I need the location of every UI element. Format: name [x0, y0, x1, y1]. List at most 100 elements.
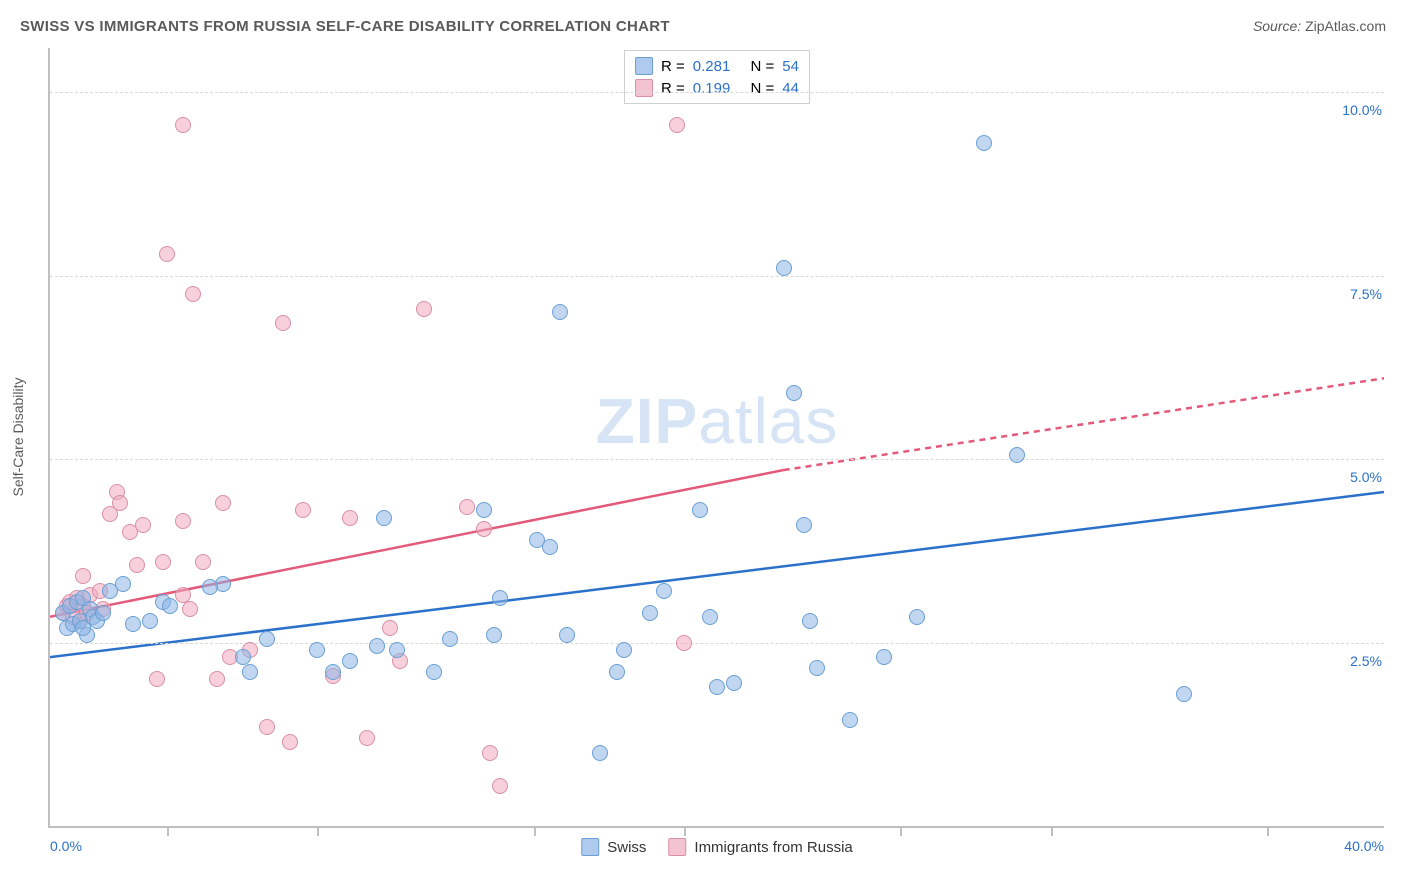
point-series-b [676, 635, 692, 651]
point-series-a [559, 627, 575, 643]
n-value-a: 54 [782, 58, 799, 75]
point-series-a [702, 609, 718, 625]
watermark-bold: ZIP [596, 385, 699, 457]
x-tick [1267, 826, 1269, 836]
legend-item-b: Immigrants from Russia [668, 838, 852, 856]
x-axis-max-label: 40.0% [1344, 838, 1384, 854]
point-series-a [376, 510, 392, 526]
point-series-a [492, 590, 508, 606]
legend-series: Swiss Immigrants from Russia [581, 838, 853, 856]
point-series-b [159, 246, 175, 262]
point-series-b [275, 315, 291, 331]
r-value-b: 0.199 [693, 80, 731, 97]
legend-row-a: R = 0.281 N = 54 [635, 55, 799, 77]
point-series-b [135, 517, 151, 533]
point-series-a [616, 642, 632, 658]
legend-correlations: R = 0.281 N = 54 R = 0.199 N = 44 [624, 50, 810, 104]
y-tick-label: 5.0% [1346, 469, 1386, 485]
point-series-a [142, 613, 158, 629]
legend-label-a: Swiss [607, 839, 646, 856]
point-series-b [669, 117, 685, 133]
y-tick-label: 7.5% [1346, 286, 1386, 302]
point-series-a [642, 605, 658, 621]
point-series-b [359, 730, 375, 746]
point-series-b [75, 568, 91, 584]
point-series-b [459, 499, 475, 515]
x-tick [534, 826, 536, 836]
point-series-b [195, 554, 211, 570]
point-series-a [202, 579, 218, 595]
x-tick [167, 826, 169, 836]
point-series-a [95, 605, 111, 621]
point-series-a [802, 613, 818, 629]
point-series-a [309, 642, 325, 658]
point-series-b [149, 671, 165, 687]
legend-row-b: R = 0.199 N = 44 [635, 77, 799, 99]
point-series-b [175, 587, 191, 603]
point-series-a [125, 616, 141, 632]
legend-label-b: Immigrants from Russia [694, 839, 852, 856]
gridline [50, 92, 1384, 93]
point-series-b [182, 601, 198, 617]
chart-title: SWISS VS IMMIGRANTS FROM RUSSIA SELF-CAR… [20, 18, 670, 35]
plot-area: Self-Care Disability ZIPatlas R = 0.281 … [48, 48, 1384, 828]
point-series-a [369, 638, 385, 654]
point-series-a [259, 631, 275, 647]
point-series-a [692, 502, 708, 518]
n-value-b: 44 [782, 80, 799, 97]
gridline [50, 276, 1384, 277]
point-series-a [389, 642, 405, 658]
swatch-b-icon [668, 838, 686, 856]
y-axis-title: Self-Care Disability [10, 377, 26, 496]
point-series-a [486, 627, 502, 643]
point-series-b [155, 554, 171, 570]
point-series-a [1176, 686, 1192, 702]
point-series-a [786, 385, 802, 401]
point-series-b [476, 521, 492, 537]
point-series-b [282, 734, 298, 750]
point-series-b [482, 745, 498, 761]
r-label: R = [661, 80, 685, 97]
y-tick-label: 10.0% [1338, 102, 1386, 118]
swatch-a-icon [635, 57, 653, 75]
point-series-b [102, 506, 118, 522]
point-series-b [129, 557, 145, 573]
point-series-a [726, 675, 742, 691]
point-series-b [492, 778, 508, 794]
y-tick-label: 2.5% [1346, 653, 1386, 669]
watermark: ZIPatlas [596, 384, 839, 458]
point-series-a [162, 598, 178, 614]
point-series-a [876, 649, 892, 665]
point-series-a [552, 304, 568, 320]
point-series-a [1009, 447, 1025, 463]
point-series-a [909, 609, 925, 625]
point-series-b [215, 495, 231, 511]
x-axis-min-label: 0.0% [50, 838, 82, 854]
x-tick [317, 826, 319, 836]
point-series-a [442, 631, 458, 647]
source-value: ZipAtlas.com [1305, 18, 1386, 34]
point-series-a [476, 502, 492, 518]
source-prefix: Source: [1253, 18, 1301, 34]
point-series-b [175, 117, 191, 133]
point-series-b [295, 502, 311, 518]
n-label: N = [751, 80, 775, 97]
point-series-a [809, 660, 825, 676]
point-series-b [382, 620, 398, 636]
legend-item-a: Swiss [581, 838, 646, 856]
r-label: R = [661, 58, 685, 75]
point-series-a [542, 539, 558, 555]
point-series-b [209, 671, 225, 687]
point-series-a [656, 583, 672, 599]
point-series-a [115, 576, 131, 592]
regression-lines [50, 48, 1384, 826]
point-series-a [842, 712, 858, 728]
point-series-a [609, 664, 625, 680]
source-label: Source: ZipAtlas.com [1253, 18, 1386, 34]
point-series-a [342, 653, 358, 669]
point-series-a [242, 664, 258, 680]
x-tick [684, 826, 686, 836]
point-series-b [185, 286, 201, 302]
gridline [50, 459, 1384, 460]
x-tick [1051, 826, 1053, 836]
